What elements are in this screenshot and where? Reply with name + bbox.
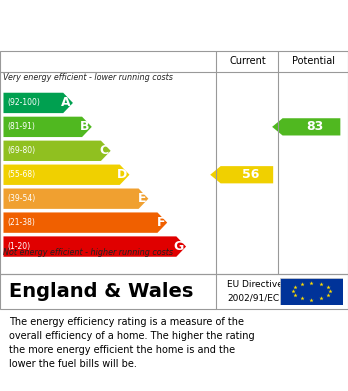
Text: (55-68): (55-68) xyxy=(8,170,36,179)
Text: Energy Efficiency Rating: Energy Efficiency Rating xyxy=(10,26,220,41)
Text: G: G xyxy=(174,240,184,253)
Text: D: D xyxy=(117,168,127,181)
Polygon shape xyxy=(210,166,273,183)
Text: The energy efficiency rating is a measure of the
overall efficiency of a home. T: The energy efficiency rating is a measur… xyxy=(9,317,254,369)
Text: 83: 83 xyxy=(306,120,324,133)
Text: 56: 56 xyxy=(242,168,259,181)
Text: E: E xyxy=(138,192,146,205)
Text: Current: Current xyxy=(229,56,266,66)
Polygon shape xyxy=(3,117,92,137)
Text: F: F xyxy=(157,216,165,229)
Text: C: C xyxy=(100,144,109,157)
Text: (69-80): (69-80) xyxy=(8,146,36,155)
Text: (92-100): (92-100) xyxy=(8,99,40,108)
Text: (21-38): (21-38) xyxy=(8,218,35,227)
Text: (81-91): (81-91) xyxy=(8,122,35,131)
Polygon shape xyxy=(3,141,111,161)
Text: England & Wales: England & Wales xyxy=(9,282,193,301)
Text: EU Directive: EU Directive xyxy=(227,280,283,289)
Polygon shape xyxy=(272,118,340,135)
Polygon shape xyxy=(3,212,167,233)
Text: (39-54): (39-54) xyxy=(8,194,36,203)
Polygon shape xyxy=(3,188,148,209)
Text: Very energy efficient - lower running costs: Very energy efficient - lower running co… xyxy=(3,73,173,82)
Text: (1-20): (1-20) xyxy=(8,242,31,251)
Polygon shape xyxy=(3,165,129,185)
Polygon shape xyxy=(3,237,186,257)
Polygon shape xyxy=(3,93,73,113)
Text: Not energy efficient - higher running costs: Not energy efficient - higher running co… xyxy=(3,248,173,257)
Text: A: A xyxy=(61,97,71,109)
Text: B: B xyxy=(80,120,90,133)
Text: 2002/91/EC: 2002/91/EC xyxy=(227,294,279,303)
Text: Potential: Potential xyxy=(292,56,335,66)
